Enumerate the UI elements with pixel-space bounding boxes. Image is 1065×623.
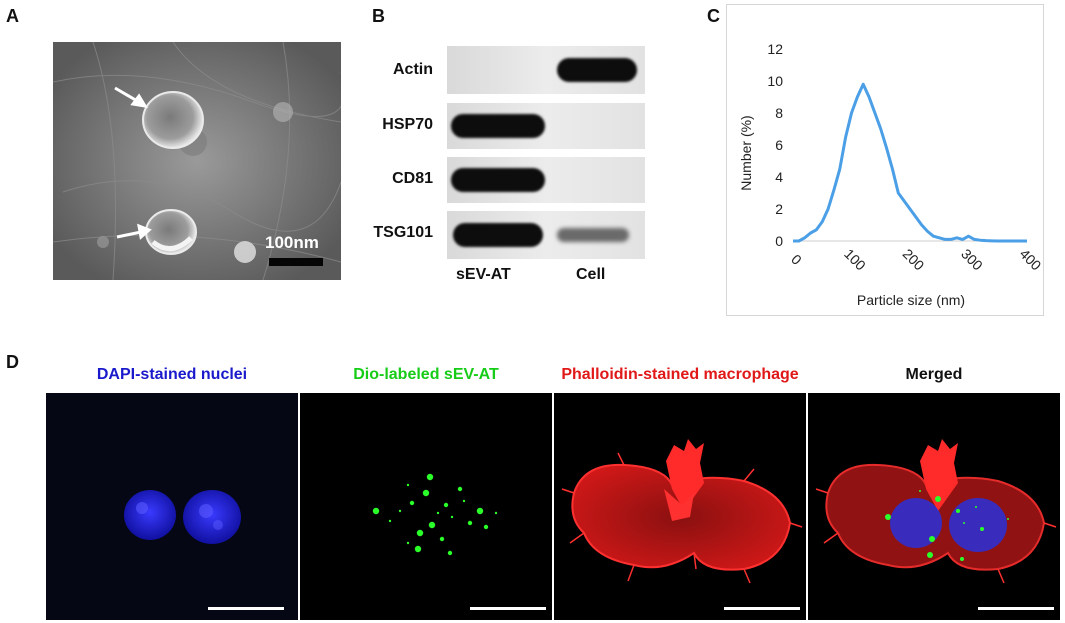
vesicle-dot bbox=[467, 520, 473, 526]
blot-strip bbox=[447, 46, 645, 94]
x-tick-label: 0 bbox=[788, 251, 805, 268]
lane-label-cell: Cell bbox=[576, 266, 606, 283]
series-line bbox=[793, 82, 1027, 243]
vesicle-dot bbox=[443, 502, 449, 508]
vesicle-dot bbox=[956, 509, 960, 513]
vesicle-dot bbox=[428, 521, 436, 529]
blot-band bbox=[453, 223, 543, 247]
micro-image-merged bbox=[808, 393, 1060, 620]
blot-row-label: Actin bbox=[393, 61, 433, 78]
lane-label-sev-at: sEV-AT bbox=[456, 266, 511, 283]
micro-scale-bar bbox=[978, 607, 1054, 610]
blot-band-faint bbox=[557, 228, 629, 242]
y-tick-label: 6 bbox=[775, 137, 783, 153]
vesicle-dot bbox=[388, 519, 392, 523]
blot-row-label: TSG101 bbox=[373, 224, 433, 241]
vesicle-dot bbox=[416, 529, 424, 537]
blot-row-label: HSP70 bbox=[382, 116, 433, 133]
x-tick-label: 200 bbox=[900, 246, 928, 274]
vesicle-dot bbox=[927, 552, 933, 558]
blot-strip bbox=[447, 103, 645, 149]
vesicle-dot bbox=[406, 483, 410, 487]
micro-scale-bar bbox=[724, 607, 800, 610]
arrow-icon bbox=[116, 223, 152, 240]
panel-letter-d: D bbox=[6, 352, 19, 372]
y-tick-label: 4 bbox=[775, 169, 783, 185]
blot-band bbox=[557, 58, 637, 82]
vesicle-dot bbox=[398, 509, 402, 513]
vesicle-dot bbox=[422, 489, 430, 497]
y-tick-label: 2 bbox=[775, 201, 783, 217]
blot-band bbox=[451, 114, 545, 138]
vesicle-dot bbox=[1007, 518, 1009, 520]
vesicle-dot bbox=[494, 511, 498, 515]
vesicle-dot bbox=[439, 536, 445, 542]
vesicle-dot bbox=[929, 536, 935, 542]
vesicle-dot bbox=[919, 490, 921, 492]
micro-image-dapi bbox=[46, 393, 298, 620]
vesicle-dot bbox=[447, 550, 453, 556]
y-tick-label: 0 bbox=[775, 233, 783, 249]
x-tick-label: 300 bbox=[958, 246, 986, 274]
vesicle-dot bbox=[436, 511, 440, 515]
vesicle-dot bbox=[409, 500, 415, 506]
panel-letter-b: B bbox=[372, 6, 385, 26]
vesicle-dot bbox=[483, 524, 489, 530]
vesicle-dot bbox=[975, 506, 977, 508]
tem-scale-label: 100nm bbox=[265, 233, 319, 252]
y-tick-label: 12 bbox=[767, 41, 783, 57]
y-tick-label: 10 bbox=[767, 73, 783, 89]
vesicle-dot bbox=[426, 473, 434, 481]
tem-micrograph: 100nm bbox=[53, 42, 341, 280]
vesicle-dot bbox=[457, 486, 463, 492]
x-axis-label: Particle size (nm) bbox=[857, 292, 965, 308]
vesicle-dot bbox=[935, 496, 941, 502]
blot-band bbox=[451, 168, 545, 192]
micro-image-dio bbox=[300, 393, 552, 620]
vesicle-dot bbox=[963, 522, 965, 524]
micro-title-merged: Merged bbox=[905, 366, 963, 383]
vesicle-dot bbox=[980, 527, 984, 531]
vesicle-dot bbox=[450, 515, 454, 519]
x-tick-label: 400 bbox=[1017, 246, 1043, 274]
tem-texture bbox=[53, 42, 341, 280]
micro-title-dapi: DAPI-stained nuclei bbox=[96, 366, 248, 383]
blot-strip bbox=[447, 211, 645, 259]
vesicle-dot bbox=[414, 545, 422, 553]
panel-letter-a: A bbox=[6, 6, 19, 26]
y-axis-label: Number (%) bbox=[738, 115, 754, 190]
micro-title-phalloidin: Phalloidin-stained macrophage bbox=[561, 366, 799, 383]
vesicle-dot bbox=[885, 514, 891, 520]
vesicle-dot bbox=[406, 541, 410, 545]
panel-letter-c: C bbox=[707, 6, 720, 26]
chart-canvas: Number (%) Particle size (nm) 024681012 … bbox=[738, 41, 1045, 308]
micro-title-dio: Dio-labeled sEV-AT bbox=[353, 366, 499, 383]
micro-scale-bar bbox=[208, 607, 284, 610]
x-tick-label: 100 bbox=[841, 246, 869, 274]
blot-row-label: CD81 bbox=[392, 170, 433, 187]
micro-scale-bar bbox=[470, 607, 546, 610]
vesicle-dot bbox=[462, 499, 466, 503]
size-distribution-chart: Number (%) Particle size (nm) 0 2 4 6 8 10 12 … bbox=[726, 4, 1045, 316]
micro-image-phalloidin bbox=[554, 393, 806, 620]
blot-strip bbox=[447, 157, 645, 203]
vesicle-dot bbox=[372, 507, 380, 515]
tem-scale-bar bbox=[269, 258, 323, 266]
y-tick-label: 8 bbox=[775, 105, 783, 121]
vesicle-dot bbox=[960, 557, 964, 561]
arrow-icon bbox=[114, 86, 148, 109]
vesicle-dot bbox=[476, 507, 484, 515]
